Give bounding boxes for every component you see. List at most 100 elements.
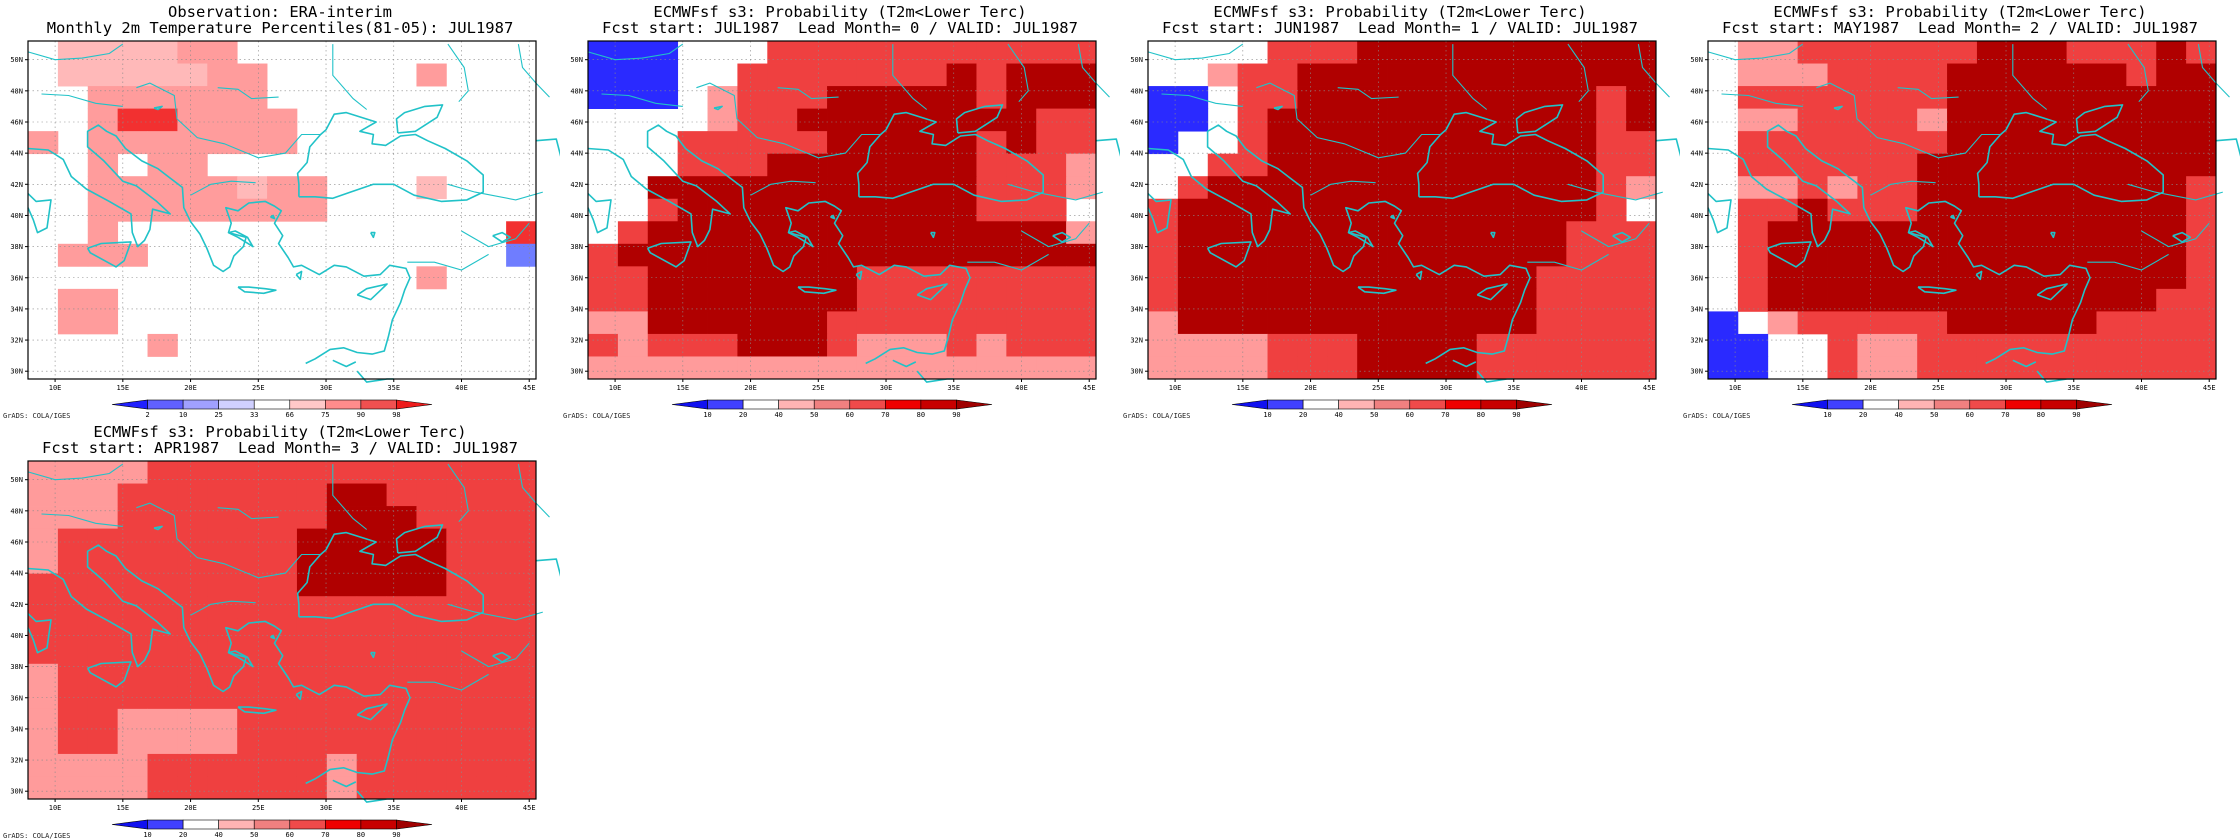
grid-cell xyxy=(946,356,977,380)
grid-cell xyxy=(2156,86,2187,109)
grid-cell xyxy=(1827,221,1858,245)
grid-cell xyxy=(1006,108,1037,132)
grid-cell xyxy=(356,753,387,777)
grid-cell xyxy=(326,506,358,529)
grid-cell xyxy=(797,288,828,312)
grid-cell xyxy=(1327,131,1358,155)
grid-cell xyxy=(1387,288,1418,312)
grid-cell xyxy=(647,198,679,222)
grid-cell xyxy=(886,266,918,290)
grid-cell xyxy=(1327,333,1358,357)
lat-label: 48N xyxy=(1130,87,1143,95)
coastline xyxy=(535,138,560,157)
grid-cell xyxy=(1297,356,1328,380)
colorbar-label: 10 xyxy=(703,411,711,419)
coastline xyxy=(587,124,971,365)
river-line xyxy=(217,87,279,100)
river-line xyxy=(1337,87,1399,100)
grid-cell xyxy=(946,108,977,132)
grid-cell xyxy=(1917,86,1948,109)
grid-cell xyxy=(267,506,298,529)
grid-cell xyxy=(1036,266,1067,290)
grid-cell xyxy=(1327,63,1358,87)
grid-cell xyxy=(1857,176,1888,200)
grid-cell xyxy=(1476,266,1507,290)
grid-cell xyxy=(1976,131,2008,155)
grid-cell xyxy=(1148,288,1179,312)
grid-cell xyxy=(2186,63,2217,87)
grid-cell xyxy=(1626,243,1657,267)
grid-cell xyxy=(1566,288,1597,312)
grid-cell xyxy=(856,243,888,267)
grid-cell xyxy=(177,108,208,132)
grid-cell xyxy=(207,528,238,552)
coastline xyxy=(1273,105,1283,111)
grid-cell xyxy=(2036,288,2067,312)
grid-cell xyxy=(1566,108,1597,132)
coastline xyxy=(916,283,948,301)
grid-cell xyxy=(386,753,417,777)
grid-cell xyxy=(117,86,148,109)
grid-cell xyxy=(177,461,208,484)
grid-cell xyxy=(1066,288,1097,312)
grid-cell xyxy=(1767,63,1799,87)
lon-label: 30E xyxy=(1440,384,1453,392)
grid-cell xyxy=(2156,266,2187,290)
grid-cell xyxy=(1976,153,2008,177)
graticule xyxy=(1708,41,2216,379)
grid-cell xyxy=(707,311,738,335)
grid-cell xyxy=(1357,41,1388,64)
grid-cell xyxy=(797,356,828,380)
panel-subtitle: Fcst start: JUN1987 Lead Month= 1 / VALI… xyxy=(1162,19,1638,37)
grid-cell xyxy=(296,198,328,222)
grid-cell xyxy=(2126,333,2157,357)
grid-cell xyxy=(2156,243,2187,267)
grid-cell xyxy=(1857,311,1888,335)
lon-label: 40E xyxy=(1575,384,1588,392)
grid-cell xyxy=(147,108,178,132)
grid-cell xyxy=(737,86,768,109)
grid-cell xyxy=(1887,63,1918,87)
grid-cell xyxy=(147,198,178,222)
grid-cell xyxy=(2066,356,2097,380)
grid-cell xyxy=(1566,63,1597,87)
grid-cell xyxy=(976,311,1007,335)
grid-cell xyxy=(946,41,977,64)
grid-cell xyxy=(827,131,858,155)
grid-cell xyxy=(326,641,358,665)
lon-label: 15E xyxy=(116,384,129,392)
grid-cell xyxy=(177,753,208,777)
coastline xyxy=(855,270,863,281)
grid-cell xyxy=(57,551,89,575)
colorbar-label: 10 xyxy=(143,831,151,839)
grid-cell xyxy=(827,108,858,132)
grid-cell xyxy=(1917,108,1948,132)
lat-label: 48N xyxy=(10,87,23,95)
grid-cell xyxy=(2156,311,2187,335)
grid-cell xyxy=(1177,356,1209,380)
river-line xyxy=(1147,43,1244,61)
lon-label: 40E xyxy=(455,804,468,812)
grid-cell xyxy=(588,356,619,380)
lon-label: 25E xyxy=(252,804,265,812)
grid-cell xyxy=(2006,176,2038,200)
grid-cell xyxy=(1446,311,1478,335)
grid-cell xyxy=(2006,63,2038,87)
coastline xyxy=(1976,111,2165,203)
grid-cell xyxy=(446,776,477,800)
map-panel-observation: Observation: ERA-interim Monthly 2m Temp… xyxy=(0,0,560,420)
grid-cell xyxy=(207,506,238,529)
grid-cell xyxy=(1237,288,1268,312)
grid-cell xyxy=(416,63,447,87)
grid-cell xyxy=(647,176,679,200)
grid-cell xyxy=(1476,41,1507,64)
grid-cell xyxy=(237,663,268,687)
grid-cell xyxy=(28,461,59,484)
colorbar-cap-left xyxy=(111,819,148,830)
grid-cell xyxy=(617,63,649,87)
colorbar-label: 80 xyxy=(2037,411,2045,419)
grid-cell xyxy=(1357,356,1388,380)
grid-cell xyxy=(647,63,679,87)
coastline xyxy=(492,231,512,243)
grid-cell xyxy=(1566,356,1597,380)
